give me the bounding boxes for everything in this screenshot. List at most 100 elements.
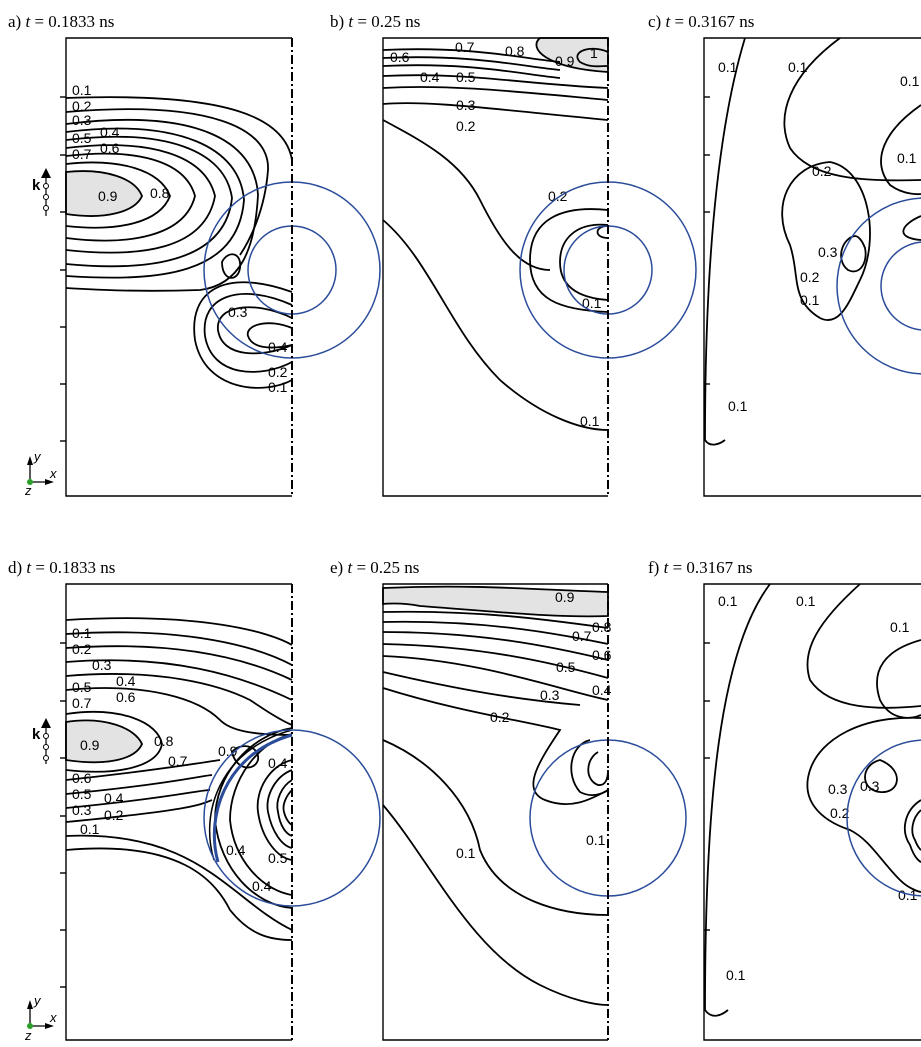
contour-label: 0.2: [72, 641, 92, 657]
contour-label: 0.3: [828, 781, 848, 797]
contour-label: 0.8: [154, 733, 174, 749]
contour-label: 0.2: [800, 269, 820, 285]
contour-label: 0.2: [548, 188, 568, 204]
svg-text:z: z: [24, 1028, 32, 1043]
contour-label: 0.1: [788, 59, 808, 75]
contour-label: 0.1: [800, 292, 820, 308]
panel-d-frame: [60, 583, 293, 1041]
contour-label: 0.9: [555, 589, 575, 605]
contour-label: 0.1: [890, 619, 910, 635]
panel-f-frame: [703, 583, 921, 1041]
panel-c-frame: [703, 37, 921, 497]
panel-b-frame: [382, 37, 609, 497]
svg-text:z: z: [24, 483, 32, 498]
contour-label: 0.1: [586, 832, 606, 848]
panel-b-labels: 0.6 0.7 0.8 0.9 1 0.4 0.5 0.3 0.2 0.2 0.…: [390, 39, 602, 429]
panel-a-labels: 0.1 0.2 0.3 0.4 0.5 0.6 0.7 0.9 0.8 0.3 …: [72, 82, 288, 395]
contour-label: 0.3: [72, 112, 92, 128]
contour-label: 0.2: [104, 807, 124, 823]
contour-label: 0.7: [72, 695, 92, 711]
contour-label: 0.5: [72, 786, 92, 802]
panel-e-frame: [382, 583, 609, 1041]
contour-label: 0.7: [455, 39, 475, 55]
contour-label: 0.2: [268, 364, 288, 380]
contour-label: 0.6: [592, 647, 612, 663]
contour-label: 1: [590, 45, 598, 61]
contour-label: 0.4: [592, 682, 612, 698]
contour-label: 0.3: [818, 244, 838, 260]
contour-label: 0.2: [456, 118, 476, 134]
panel-a-title: a) t = 0.1833 ns: [8, 12, 114, 31]
axis-triad: y x z: [24, 993, 57, 1043]
contour-label: 0.4: [116, 673, 136, 689]
panel-d: d) t = 0.1833 ns 0: [8, 558, 381, 1043]
contour-label: 0.1: [897, 150, 917, 166]
panel-b: b) t = 0.25 ns 0.6 0.7 0.8 0.9 1 0.4 0.5…: [330, 12, 697, 497]
svg-text:x: x: [49, 466, 57, 481]
contour-label: 0.3: [92, 657, 112, 673]
panel-d-title: d) t = 0.1833 ns: [8, 558, 115, 577]
sphere-inner-boundary: [880, 241, 921, 331]
contour-label: 0.1: [580, 413, 600, 429]
contour-label: 0.7: [168, 753, 188, 769]
contour-label: 0.8: [150, 185, 170, 201]
panel-b-title: b) t = 0.25 ns: [330, 12, 420, 31]
panel-f-labels: 0.1 0.1 0.1 0.3 0.3 0.2 0.1 0.1: [718, 593, 918, 983]
axis-triad: y x z: [24, 449, 57, 498]
contour-label: 0.3: [860, 778, 880, 794]
contour-label: 0.8: [505, 43, 525, 59]
contour-label: 0.1: [718, 59, 738, 75]
contour-label: 0.2: [72, 98, 92, 114]
contour-label: 0.1: [726, 967, 746, 983]
panel-f-title: f) t = 0.3167 ns: [648, 558, 753, 577]
k-label: k: [32, 177, 41, 194]
contour-label: 0.4: [104, 790, 124, 806]
panel-a-frame: [60, 37, 293, 497]
contour-label: 0.4: [252, 878, 272, 894]
contour-label: 0.1: [900, 73, 920, 89]
contour-label: 0.2: [812, 163, 832, 179]
panel-d-labels: 0.1 0.2 0.3 0.4 0.5 0.6 0.7 0.9 0.8 0.7 …: [72, 625, 288, 894]
panel-e-title: e) t = 0.25 ns: [330, 558, 419, 577]
panel-a: a) t = 0.1833 ns 0.1 0.2 0.3 0.4 0.5 0.6…: [8, 12, 381, 498]
contour-label: 0.1: [72, 625, 92, 641]
contour-label: 0.6: [100, 140, 120, 156]
contour-label: 0.1: [456, 845, 476, 861]
contour-label: 0.9: [80, 737, 100, 753]
panel-f-contours: [704, 583, 921, 1017]
contour-label: 0.5: [456, 69, 476, 85]
panel-d-contours: [65, 617, 293, 941]
contour-label: 0.1: [718, 593, 738, 609]
contour-label: 0.1: [268, 379, 288, 395]
contour-label: 0.9: [218, 743, 238, 759]
panel-c-labels: 0.1 0.1 0.1 0.1 0.2 0.3 0.2 0.1 0.1: [718, 59, 920, 414]
panel-c-title: c) t = 0.3167 ns: [648, 12, 754, 31]
svg-text:x: x: [49, 1010, 57, 1025]
contour-label: 0.3: [228, 304, 248, 320]
contour-label: 0.9: [98, 188, 118, 204]
contour-label: 0.1: [72, 82, 92, 98]
panel-e: e) t = 0.25 ns 0.9 0.8 0.7 0.6 0.5 0.4 0…: [330, 558, 687, 1041]
contour-label: 0.6: [116, 689, 136, 705]
panel-f: f) t = 0.3167 ns 0.1 0.1 0.1 0.3 0.3 0.2…: [648, 558, 921, 1041]
contour-label: 0.5: [556, 659, 576, 675]
sphere-outer-boundary: [836, 197, 921, 375]
contour-label: 0.6: [72, 770, 92, 786]
sphere-outer-boundary: [203, 729, 381, 907]
contour-label: 0.4: [268, 339, 288, 355]
contour-label: 0.1: [796, 593, 816, 609]
panel-c-contours: [704, 37, 921, 446]
contour-label: 0.4: [226, 842, 246, 858]
panel-c: c) t = 0.3167 ns 0.1 0.1 0.1 0.1 0.2 0.3…: [648, 12, 921, 497]
contour-label: 0.3: [72, 802, 92, 818]
contour-label: 0.7: [572, 628, 592, 644]
contour-label: 0.3: [456, 97, 476, 113]
panel-e-contours: [382, 585, 609, 1006]
wave-vector-k: k: [32, 168, 51, 216]
contour-label: 0.5: [72, 130, 92, 146]
k-label: k: [32, 726, 41, 743]
contour-label: 0.4: [420, 69, 440, 85]
contour-label: 0.4: [268, 755, 288, 771]
sphere-outer-boundary: [846, 739, 921, 897]
